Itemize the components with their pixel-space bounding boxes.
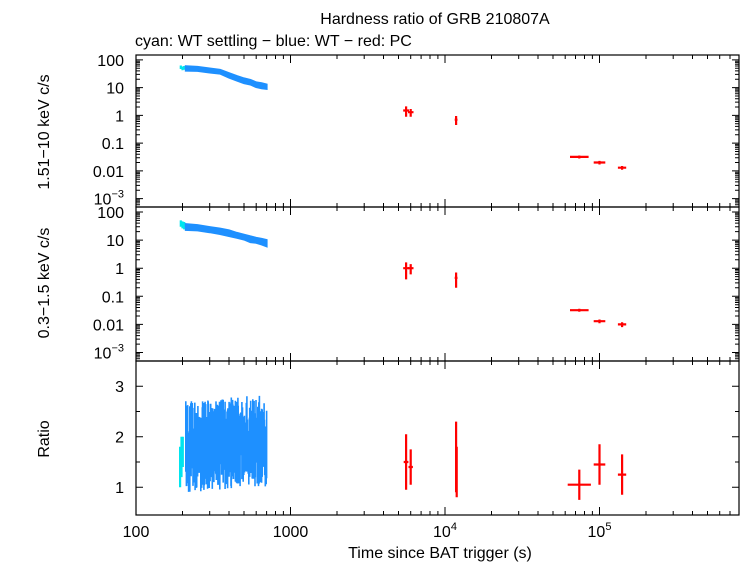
- ytick-label-soft-3: 0.1: [102, 289, 124, 306]
- point-soft-red-1: [408, 264, 414, 275]
- ytick-label-soft-4: 0.01: [93, 317, 124, 334]
- point-hard-red-5: [617, 166, 627, 170]
- ytick-label-hard-2: 1: [115, 108, 124, 125]
- ytick-label-hard-4: 0.01: [93, 164, 124, 181]
- x-axis-label: Time since BAT trigger (s): [348, 545, 532, 562]
- point-hard-cyan-2: [183, 66, 186, 70]
- point-hard-red-2: [454, 116, 458, 125]
- ytick-label-ratio-2: 3: [115, 379, 124, 396]
- point-ratio-red-6: [617, 454, 627, 495]
- chart-subtitle: cyan: WT settling − blue: WT − red: PC: [135, 33, 412, 50]
- point-soft-red-5: [617, 322, 627, 328]
- point-ratio-red-5: [593, 444, 606, 485]
- point-soft-red-2: [454, 272, 458, 288]
- point-ratio-red-3: [455, 446, 458, 498]
- point-soft-cyan-2: [183, 222, 186, 230]
- ytick-label-ratio-1: 2: [115, 430, 124, 447]
- band-soft-blue: [184, 223, 268, 248]
- point-hard-red-0: [403, 106, 409, 117]
- ytick-label-soft-1: 10: [106, 233, 124, 250]
- ytick-label-soft-0: 100: [97, 205, 124, 222]
- point-ratio-red-4: [567, 469, 591, 500]
- point-ratio-red-1: [408, 449, 413, 485]
- xtick-label-0: 100: [123, 524, 150, 541]
- ytick-label-soft-2: 1: [115, 261, 124, 278]
- y-axis-label-ratio: Ratio: [36, 420, 53, 457]
- point-soft-red-4: [593, 319, 606, 324]
- point-ratio-red-0: [403, 434, 409, 490]
- ytick-label-hard-3: 0.1: [102, 136, 124, 153]
- point-hard-red-3: [570, 155, 589, 159]
- chart-title: Hardness ratio of GRB 210807A: [320, 11, 550, 28]
- point-hard-red-4: [593, 160, 606, 165]
- band-hard-blue: [184, 65, 268, 91]
- y-axis-label-hard: 1.51−10 keV c/s: [36, 74, 53, 189]
- point-ratio-cyan-2: [181, 436, 184, 467]
- ytick-label-hard-0: 100: [97, 53, 124, 70]
- point-hard-red-1: [408, 109, 414, 117]
- point-soft-red-3: [570, 308, 589, 312]
- ytick-label-hard-1: 10: [106, 81, 124, 98]
- ytick-label-ratio-0: 1: [115, 480, 124, 497]
- noisy-ratio-blue: [185, 395, 268, 492]
- xtick-label-1: 1000: [273, 524, 309, 541]
- y-axis-label-soft: 0.3−1.5 keV c/s: [36, 228, 53, 339]
